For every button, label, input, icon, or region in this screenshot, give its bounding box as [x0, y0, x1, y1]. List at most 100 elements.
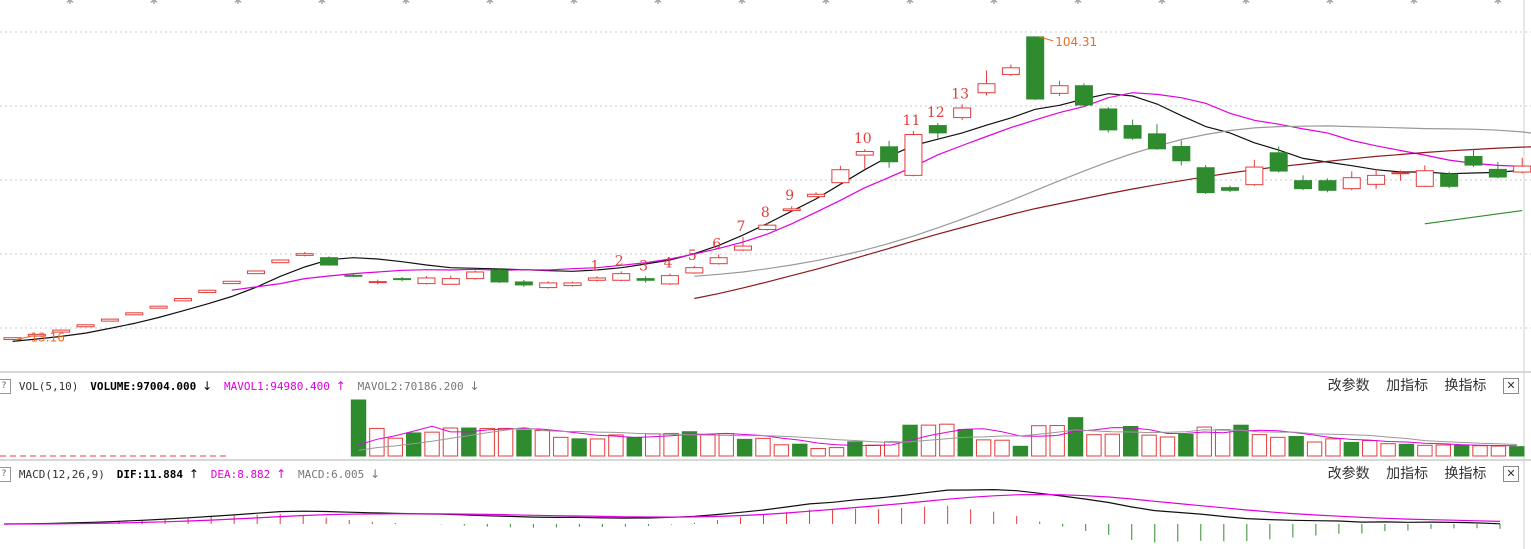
macd-add-indicator-button[interactable]: 加指标: [1386, 466, 1429, 482]
candle: [709, 254, 728, 265]
candle-body: [904, 134, 923, 176]
candle-body: [977, 83, 996, 94]
candle-body: [27, 333, 46, 337]
volume-bar: [828, 447, 845, 457]
candle-body: [1269, 152, 1288, 172]
volume-bar: [1453, 444, 1470, 457]
candle-body: [1464, 155, 1483, 166]
volume-bar: [736, 438, 753, 457]
vol-volume-arrow-icon: ↓: [202, 379, 213, 393]
candle-body: [1074, 85, 1093, 106]
volume-bar: [424, 431, 440, 457]
candle: [76, 324, 95, 328]
vol-switch-indicator-button[interactable]: 换指标: [1444, 378, 1487, 394]
candle-body: [1415, 170, 1434, 187]
macd-line: [4, 493, 1501, 525]
top-tick-star: ✱: [402, 0, 410, 7]
td-count-label: 7: [737, 219, 746, 235]
candle: [100, 318, 119, 322]
candle-body: [953, 107, 972, 119]
candle: [393, 276, 412, 282]
volume-bar: [700, 433, 716, 457]
candle: [636, 276, 655, 283]
top-tick-star: ✱: [906, 0, 914, 7]
volume-bar: [608, 434, 624, 457]
candle: [904, 130, 923, 177]
volume-bar: [1141, 434, 1157, 457]
volume-bar: [1270, 436, 1286, 457]
volume-bar: [681, 431, 698, 457]
candle: [247, 270, 265, 275]
candle: [466, 270, 485, 280]
candle-body: [1050, 85, 1069, 94]
candle-body: [660, 275, 679, 285]
candle: [1342, 171, 1361, 191]
macd-macd-arrow-icon: ↓: [370, 467, 381, 481]
candle: [490, 268, 509, 283]
volume-bar: [663, 432, 679, 457]
volume-bar: [1472, 445, 1488, 457]
candle: [782, 206, 801, 212]
macd-line: [3, 488, 1501, 525]
vol-modify-params-button[interactable]: 改参数: [1327, 378, 1370, 394]
candle: [149, 305, 168, 309]
candle: [1440, 171, 1459, 188]
volume-bar: [1417, 444, 1433, 457]
candle-body: [758, 224, 777, 230]
candle-body: [514, 281, 533, 286]
candle-body: [587, 277, 606, 281]
volume-bar: [865, 444, 882, 457]
candle-body: [1294, 180, 1313, 190]
candle-body: [125, 312, 144, 316]
vol-indicator-header: ? VOL(5,10) VOLUME:97004.000 ↓ MAVOL1:94…: [0, 376, 1531, 396]
top-tick-star: ✱: [1074, 0, 1082, 7]
candle: [831, 165, 850, 185]
candle: [514, 279, 533, 287]
candle: [1318, 178, 1337, 193]
macd-indicator-name: MACD(12,26,9): [18, 468, 105, 481]
macd-help-icon[interactable]: ?: [0, 467, 11, 482]
macd-close-icon[interactable]: ✕: [1503, 466, 1519, 482]
vol-mavol2-arrow-icon: ↓: [469, 379, 480, 393]
candle-body: [441, 278, 460, 285]
vol-add-indicator-button[interactable]: 加指标: [1386, 378, 1429, 394]
volume-bar: [994, 439, 1010, 457]
candle: [1464, 148, 1483, 168]
top-tick-star: ✱: [486, 0, 494, 7]
vol-help-icon[interactable]: ?: [0, 379, 11, 394]
candlestick-series[interactable]: [3, 36, 1531, 341]
candle-body: [709, 257, 728, 265]
td-count-label: 4: [663, 256, 672, 272]
top-tick-star: ✱: [1326, 0, 1334, 7]
volume-bar: [442, 427, 459, 457]
top-tick-star: ✱: [654, 0, 662, 7]
candle-body: [368, 281, 387, 284]
top-tick-star: ✱: [1494, 0, 1502, 7]
mavol-line: [358, 426, 1517, 451]
vol-close-icon[interactable]: ✕: [1503, 378, 1519, 394]
candle: [587, 276, 606, 282]
vol-panel-buttons: 改参数 加指标 换指标 ✕: [1316, 376, 1519, 396]
candle: [295, 252, 314, 257]
candle-body: [782, 208, 801, 212]
candle: [344, 273, 363, 277]
mavol-line: [358, 425, 1517, 447]
td-count-label: 1: [590, 258, 599, 274]
volume-bar: [1251, 434, 1268, 457]
candle: [368, 279, 387, 285]
volume-bar: [1214, 429, 1231, 457]
candle-body: [393, 278, 412, 281]
volume-bar: [718, 433, 734, 457]
candle-body: [247, 270, 265, 275]
candle-body: [1221, 187, 1239, 191]
candle-body: [320, 257, 339, 266]
macd-switch-indicator-button[interactable]: 换指标: [1444, 466, 1487, 482]
candle: [198, 289, 217, 294]
candle: [1099, 106, 1118, 133]
candle: [417, 275, 436, 285]
macd-modify-params-button[interactable]: 改参数: [1327, 466, 1370, 482]
volume-bar: [1490, 445, 1507, 457]
volume-bar: [350, 399, 367, 457]
candle: [320, 256, 339, 266]
